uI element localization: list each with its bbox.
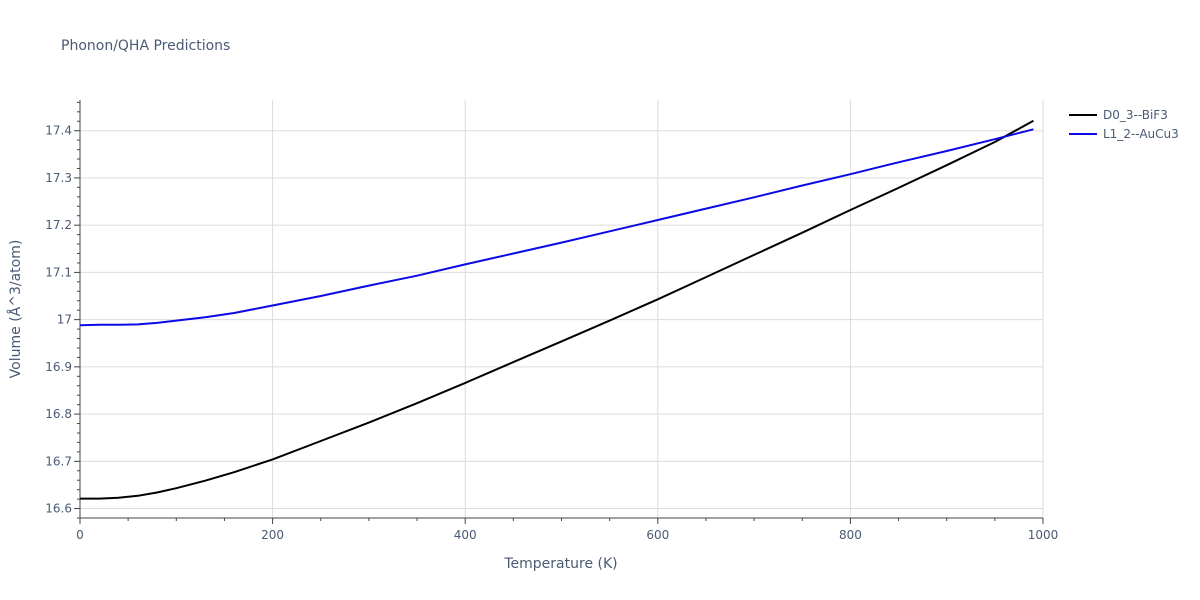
y-tick-label: 16.6	[45, 502, 72, 516]
legend-label: D0_3--BiF3	[1103, 108, 1168, 122]
grid-layer	[80, 100, 1044, 518]
y-tick-label: 17	[57, 313, 72, 327]
y-tick-label: 16.8	[45, 407, 72, 421]
legend-label: L1_2--AuCu3	[1103, 127, 1179, 141]
legend[interactable]: D0_3--BiF3 L1_2--AuCu3	[1069, 108, 1179, 141]
y-tick-label: 17.4	[45, 124, 72, 138]
x-axis-title: Temperature (K)	[503, 556, 617, 572]
y-tick-label: 16.9	[45, 360, 72, 374]
axis-layer: 0 200 400 600 800 1000 16.6 16.7 16.8 16.9 17 17.1 1…	[45, 100, 1058, 542]
y-tick-label: 17.1	[45, 265, 72, 279]
legend-item-1[interactable]: D0_3--BiF3	[1069, 108, 1168, 122]
x-tick-label: 0	[76, 528, 84, 542]
y-axis-title: Volume (Å^3/atom)	[7, 240, 24, 379]
x-tick-label: 800	[839, 528, 862, 542]
y-tick-label: 16.7	[45, 454, 72, 468]
x-tick-label: 200	[261, 528, 284, 542]
series-line-2	[79, 128, 1034, 327]
chart-title: Phonon/QHA Predictions	[61, 38, 230, 54]
series-line-1	[80, 119, 1034, 500]
series-layer	[79, 119, 1034, 500]
y-tick-label: 17.3	[45, 171, 72, 185]
x-tick-label: 600	[646, 528, 669, 542]
x-tick-label: 1000	[1028, 528, 1059, 542]
legend-item-2[interactable]: L1_2--AuCu3	[1069, 127, 1179, 141]
y-tick-label: 17.2	[45, 218, 72, 232]
x-tick-label: 400	[454, 528, 477, 542]
